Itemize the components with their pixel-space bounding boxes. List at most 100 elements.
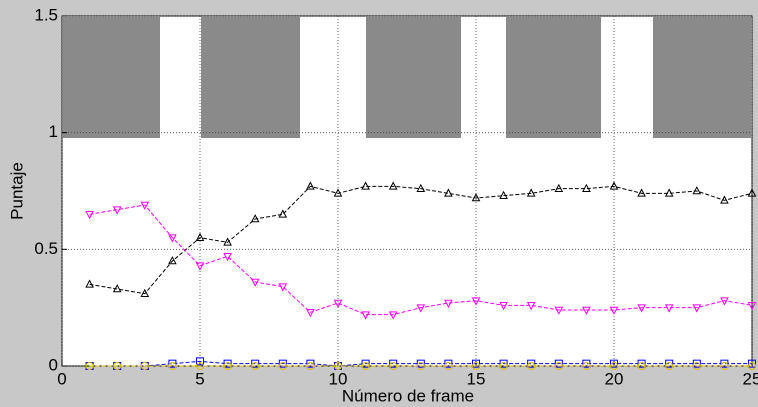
marker xyxy=(692,186,702,195)
marker xyxy=(361,359,370,368)
marker xyxy=(526,188,536,197)
marker xyxy=(554,183,564,192)
marker xyxy=(334,362,342,370)
marker xyxy=(416,359,425,368)
marker xyxy=(471,297,481,306)
face-images xyxy=(62,17,751,138)
marker xyxy=(609,306,619,315)
marker xyxy=(444,359,453,368)
marker xyxy=(85,362,94,370)
x-tick-label: 10 xyxy=(329,369,348,388)
marker xyxy=(389,362,398,370)
marker xyxy=(692,362,701,370)
series-line xyxy=(89,360,752,367)
marker xyxy=(333,188,343,197)
marker xyxy=(168,256,177,265)
marker xyxy=(278,362,287,370)
marker xyxy=(113,362,122,370)
marker xyxy=(361,311,370,320)
x-axis-label: Número de frame xyxy=(342,386,474,405)
marker xyxy=(527,359,536,368)
marker xyxy=(582,183,591,192)
marker xyxy=(720,297,729,306)
marker xyxy=(582,362,591,370)
y-tick-label: 0 xyxy=(49,355,58,374)
y-tick-label: 0.5 xyxy=(34,239,58,258)
marker xyxy=(278,283,288,292)
marker xyxy=(499,359,508,368)
marker xyxy=(554,362,563,370)
marker xyxy=(195,262,205,271)
marker xyxy=(554,359,563,368)
marker xyxy=(527,362,536,370)
marker xyxy=(416,304,426,313)
marker xyxy=(306,359,315,368)
marker xyxy=(526,302,536,311)
marker xyxy=(388,311,398,320)
marker xyxy=(499,362,508,370)
marker xyxy=(582,306,591,315)
marker xyxy=(388,181,398,190)
marker xyxy=(444,362,453,370)
face-image xyxy=(506,17,601,138)
marker xyxy=(610,362,618,370)
marker xyxy=(196,357,204,366)
marker xyxy=(637,188,646,197)
face-image xyxy=(62,17,160,138)
marker xyxy=(389,359,398,368)
series-line xyxy=(89,185,753,295)
marker xyxy=(278,209,288,218)
marker xyxy=(610,359,618,368)
marker xyxy=(720,359,729,368)
marker xyxy=(747,188,757,197)
marker xyxy=(609,181,619,190)
x-tick-label: 0 xyxy=(57,369,66,388)
marker xyxy=(140,362,149,370)
face-image xyxy=(653,17,751,138)
y-tick-label: 1.5 xyxy=(34,5,58,24)
x-tick-label: 20 xyxy=(605,369,624,388)
marker xyxy=(692,304,702,313)
marker xyxy=(251,362,260,370)
marker xyxy=(112,206,122,215)
marker xyxy=(416,183,426,192)
y-axis-label: Puntaje xyxy=(7,162,26,220)
marker xyxy=(85,211,94,220)
marker xyxy=(361,362,370,370)
face-image xyxy=(201,17,300,138)
marker xyxy=(665,359,674,368)
marker xyxy=(168,234,177,243)
marker xyxy=(306,309,315,318)
face-image xyxy=(366,17,461,138)
marker xyxy=(196,362,204,370)
marker xyxy=(112,284,122,293)
marker xyxy=(223,362,232,370)
marker xyxy=(692,359,701,368)
x-tick-label: 15 xyxy=(467,369,486,388)
marker xyxy=(278,359,287,368)
marker xyxy=(472,359,480,368)
marker xyxy=(333,299,343,308)
marker xyxy=(416,362,425,370)
marker xyxy=(168,362,177,370)
x-tick-label: 5 xyxy=(195,369,204,388)
marker xyxy=(472,362,480,370)
marker xyxy=(168,359,177,368)
marker xyxy=(554,306,564,315)
marker xyxy=(444,299,453,308)
marker xyxy=(637,362,646,370)
marker xyxy=(85,279,94,288)
marker xyxy=(747,302,757,311)
marker xyxy=(306,362,315,370)
marker xyxy=(664,304,674,313)
marker xyxy=(637,304,646,313)
marker xyxy=(499,190,508,199)
x-tick-label: 25 xyxy=(743,369,758,388)
marker xyxy=(140,288,150,297)
marker xyxy=(195,232,205,241)
marker xyxy=(306,181,315,190)
marker xyxy=(499,302,508,311)
marker xyxy=(471,193,481,202)
marker xyxy=(223,253,232,262)
